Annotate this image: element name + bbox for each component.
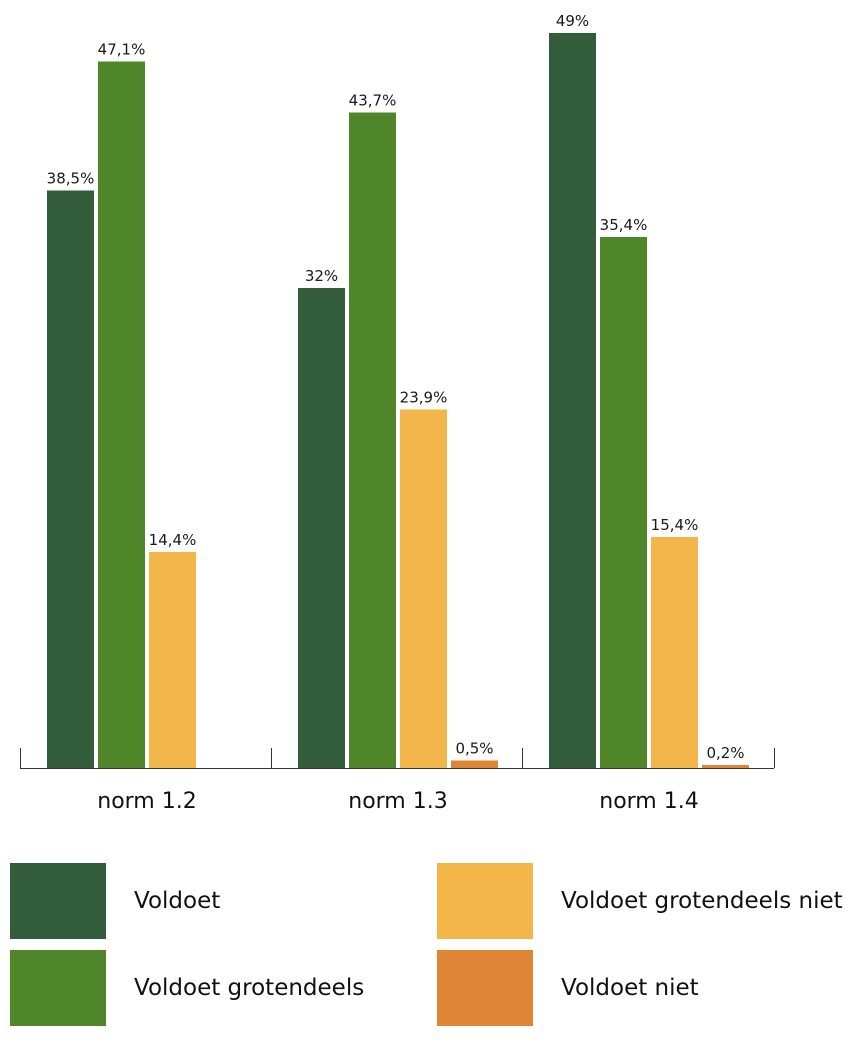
data-label-norm-1-3-voldoet-grotendeels-niet: 23,9% [400,389,448,407]
data-label-norm-1-2-voldoet-grotendeels: 47,1% [98,41,146,59]
data-label-norm-1-3-voldoet: 32% [305,267,338,285]
data-label-norm-1-4-voldoet-grotendeels: 35,4% [600,216,648,234]
legend-swatch-voldoet-grotendeels-niet [437,863,533,939]
data-label-norm-1-4-voldoet-niet: 0,2% [706,744,744,762]
data-label-norm-1-3-voldoet-grotendeels: 43,7% [349,92,397,110]
data-label-norm-1-4-voldoet: 49% [556,12,589,30]
data-label-norm-1-4-voldoet-grotendeels-niet: 15,4% [651,516,699,534]
category-label-norm-1-4: norm 1.4 [599,789,698,814]
bar-norm-1-3-voldoet [298,288,345,768]
bar-norm-1-4-voldoet-niet [702,765,749,768]
bar-chart: 38,5% 47,1% 14,4% 32% 43,7% 23,9% 0,5% 49% 35,4%… [0,0,866,850]
category-label-norm-1-3: norm 1.3 [348,789,447,814]
legend-swatch-voldoet [10,863,106,939]
data-label-norm-1-2-voldoet-grotendeels-niet: 14,4% [149,531,197,549]
legend-label-voldoet-grotendeels: Voldoet grotendeels [134,975,364,1001]
bar-norm-1-3-voldoet-grotendeels-niet [400,410,447,769]
legend-swatch-voldoet-niet [437,950,533,1026]
legend-label-voldoet-niet: Voldoet niet [561,975,699,1001]
legend-item-voldoet-grotendeels-niet: Voldoet grotendeels niet [437,863,843,939]
legend-swatch-voldoet-grotendeels [10,950,106,1026]
bar-norm-1-3-voldoet-grotendeels [349,113,396,769]
data-label-norm-1-2-voldoet: 38,5% [47,170,95,188]
bar-norm-1-2-voldoet [47,191,94,769]
bars-layer: 38,5% 47,1% 14,4% 32% 43,7% 23,9% 0,5% 49% 35,4%… [47,12,749,768]
bar-norm-1-4-voldoet-grotendeels [600,237,647,768]
legend: Voldoet Voldoet grotendeels Voldoet grot… [0,860,866,1020]
legend-item-voldoet-grotendeels: Voldoet grotendeels [10,950,364,1026]
category-label-norm-1-2: norm 1.2 [97,789,196,814]
legend-label-voldoet: Voldoet [134,888,220,914]
data-label-norm-1-3-voldoet-niet: 0,5% [455,740,493,758]
legend-label-voldoet-grotendeels-niet: Voldoet grotendeels niet [561,888,843,914]
bar-norm-1-2-voldoet-grotendeels-niet [149,552,196,768]
bar-norm-1-4-voldoet [549,33,596,768]
legend-item-voldoet-niet: Voldoet niet [437,950,699,1026]
legend-item-voldoet: Voldoet [10,863,220,939]
bar-norm-1-3-voldoet-niet [451,761,498,769]
bar-norm-1-2-voldoet-grotendeels [98,62,145,769]
bar-norm-1-4-voldoet-grotendeels-niet [651,537,698,768]
